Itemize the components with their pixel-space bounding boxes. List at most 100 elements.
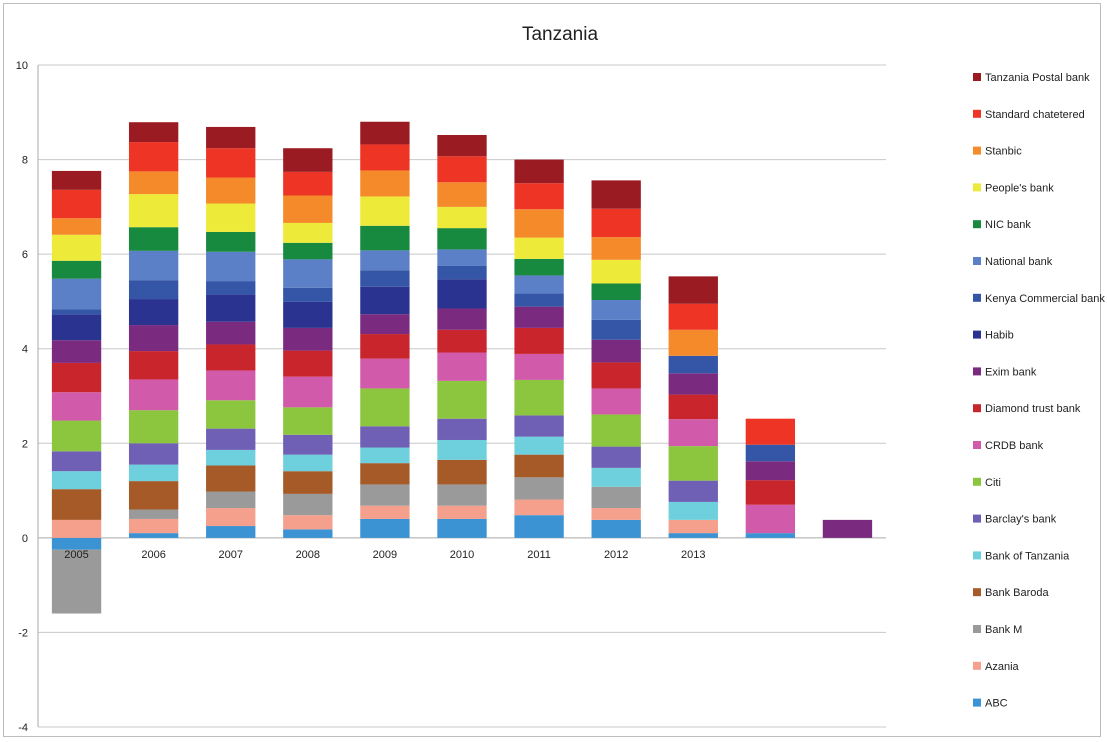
- bar-segment: [591, 300, 641, 320]
- bar-segment: [668, 373, 718, 395]
- bar-segment: [51, 170, 102, 190]
- bar-segment: [360, 505, 410, 519]
- bar-segment: [514, 209, 564, 238]
- bar-segment: [128, 464, 179, 482]
- bar-segment: [283, 407, 333, 435]
- bar-segment: [360, 144, 410, 171]
- legend-label: NIC bank: [985, 219, 1031, 231]
- bar-segment: [591, 339, 641, 363]
- legend-swatch: [973, 109, 981, 118]
- bar-segment: [591, 414, 641, 447]
- bar-segment: [283, 471, 333, 494]
- x-tick-label: 2008: [296, 549, 320, 561]
- legend-label: Diamond trust bank: [985, 403, 1081, 415]
- bar-segment: [437, 459, 487, 485]
- bar-segment: [360, 463, 410, 485]
- bar-segment: [128, 509, 179, 519]
- legend-swatch: [973, 73, 981, 81]
- bar-segment: [128, 481, 179, 510]
- bar-segment: [360, 518, 410, 538]
- bar-segment: [514, 499, 564, 516]
- bar-segment: [283, 350, 333, 377]
- bar-segment: [360, 388, 410, 427]
- y-tick-label: 2: [22, 438, 28, 450]
- bar-segment: [437, 418, 487, 440]
- legend: Tanzania Postal bank Standard chatetered S…: [973, 72, 1105, 710]
- legend-swatch: [973, 661, 981, 670]
- bar-segment: [51, 549, 102, 614]
- x-tick-label: 2011: [527, 549, 551, 561]
- bar-segment: [51, 278, 102, 310]
- bar-segment: [745, 480, 796, 505]
- bar-segment: [591, 259, 641, 284]
- bar-segment: [437, 484, 487, 506]
- bar-segment: [206, 231, 256, 252]
- legend-label: Tanzania Postal bank: [985, 72, 1090, 84]
- bar-segment: [668, 329, 718, 356]
- bar-segment: [591, 180, 641, 209]
- bar-segment: [283, 259, 333, 288]
- bar-segment: [360, 286, 410, 315]
- bar-segment: [206, 449, 256, 466]
- bar-segment: [514, 237, 564, 259]
- bar-segment: [206, 321, 256, 345]
- bar-segment: [514, 415, 564, 437]
- bar-segment: [206, 294, 256, 322]
- bar-segment: [591, 362, 641, 389]
- bar-segment: [206, 370, 256, 401]
- bar-segment: [360, 314, 410, 335]
- bar-segment: [51, 519, 102, 538]
- bar-segment: [51, 537, 102, 550]
- bar-segment: [206, 428, 256, 450]
- bar-segment: [591, 388, 641, 415]
- bar-segment: [437, 505, 487, 519]
- bar-segment: [437, 156, 487, 183]
- legend-label: ABC: [985, 698, 1008, 710]
- bar-segment: [283, 242, 333, 260]
- bar-segment: [360, 121, 410, 145]
- bar-segment: [745, 444, 796, 462]
- bar-segment: [283, 529, 333, 538]
- bar-segment: [591, 283, 641, 301]
- y-axis: -4 -2 0 2 4 6 8 10: [16, 60, 39, 734]
- bar-segment: [128, 351, 179, 380]
- legend-label: Bank M: [985, 624, 1022, 636]
- legend-swatch: [973, 367, 981, 376]
- bar-segment: [128, 227, 179, 251]
- x-tick-label: 2009: [373, 549, 397, 561]
- bar-segment: [128, 410, 179, 444]
- bar-segment: [514, 515, 564, 538]
- bars: [51, 121, 873, 614]
- bar-segment: [51, 451, 102, 472]
- bar-segment: [360, 250, 410, 271]
- legend-swatch: [973, 183, 981, 192]
- bar-segment: [283, 376, 333, 408]
- bar-segment: [668, 394, 718, 420]
- bar-segment: [128, 325, 179, 352]
- bar-segment: [206, 148, 256, 178]
- bar-segment: [128, 533, 179, 538]
- bar-segment: [514, 258, 564, 276]
- bar-segment: [514, 183, 564, 210]
- y-tick-label: -4: [18, 722, 28, 734]
- bar-segment: [51, 392, 102, 421]
- bar-segment: [437, 249, 487, 266]
- bar-segment: [360, 334, 410, 359]
- y-tick-label: 0: [22, 533, 28, 545]
- bar-segment: [514, 379, 564, 416]
- bar-segment: [668, 533, 718, 538]
- bar-segment: [283, 454, 333, 472]
- bar-segment: [668, 276, 718, 304]
- bar-segment: [206, 281, 256, 295]
- bar-segment: [437, 228, 487, 250]
- bar-segment: [437, 518, 487, 538]
- bar-segment: [206, 491, 256, 509]
- x-tick-label: 2012: [604, 549, 628, 561]
- bar-segment: [360, 426, 410, 448]
- bar-segment: [514, 436, 564, 455]
- bar-segment: [745, 533, 796, 538]
- y-tick-label: 8: [22, 155, 28, 167]
- bar-segment: [437, 206, 487, 229]
- bar-segment: [591, 208, 641, 238]
